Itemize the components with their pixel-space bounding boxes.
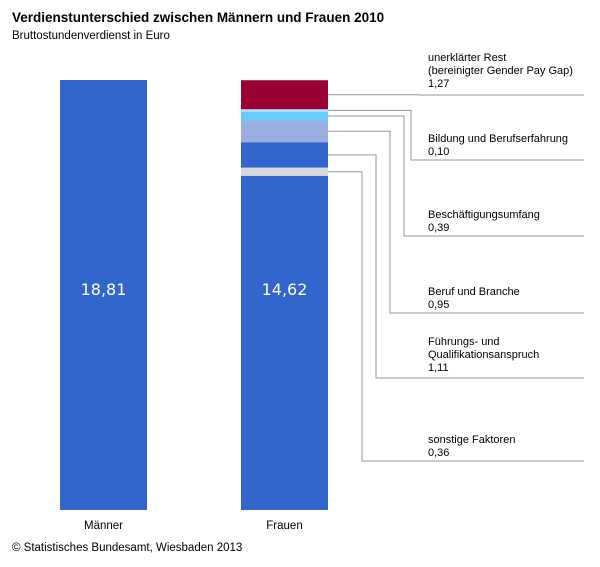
annotation-label-employment: Beschäftigungsumfang: [428, 209, 540, 221]
connector-occupation: [328, 130, 584, 314]
chart-subtitle: Bruttostundenverdienst in Euro: [12, 30, 170, 42]
annotation-label-leadership: Qualifikationsanspruch: [428, 349, 539, 361]
connector-employment: [328, 115, 584, 237]
bar-frauen: [241, 175, 328, 510]
annotation-label-leadership: Führungs- und: [428, 336, 500, 348]
annotation-label-unexplained: unerklärter Rest: [428, 52, 506, 64]
connector-education: [328, 109, 584, 161]
connector-leadership: [328, 154, 584, 379]
connector-other: [328, 171, 584, 462]
annotation-label-occupation: Beruf und Branche: [428, 286, 520, 298]
segment-education: [241, 109, 328, 112]
segment-unexplained: [241, 80, 328, 110]
value-label-unexplained: 1,27: [428, 78, 449, 90]
category-label-frauen: Frauen: [266, 520, 302, 532]
value-label-education: 0,10: [428, 146, 449, 158]
value-label-leadership: 1,11: [428, 362, 449, 374]
value-label-occupation: 0,95: [428, 299, 449, 311]
bar-maenner: [60, 80, 147, 510]
segment-leadership: [241, 142, 328, 168]
chart-title: Verdienstunterschied zwischen Männern un…: [12, 10, 385, 25]
source-note: © Statistisches Bundesamt, Wiesbaden 201…: [12, 542, 243, 554]
segment-occupation: [241, 120, 328, 143]
value-label-frauen: 14,62: [262, 280, 308, 299]
annotation-label-education: Bildung und Berufserfahrung: [428, 133, 568, 145]
segment-employment: [241, 111, 328, 121]
value-label-maenner: 18,81: [81, 280, 127, 299]
value-label-other: 0,36: [428, 447, 449, 459]
segment-other: [241, 167, 328, 176]
value-label-employment: 0,39: [428, 222, 449, 234]
annotation-label-unexplained: (bereinigter Gender Pay Gap): [428, 65, 573, 77]
annotation-label-other: sonstige Faktoren: [428, 434, 515, 446]
category-label-maenner: Männer: [84, 520, 123, 532]
